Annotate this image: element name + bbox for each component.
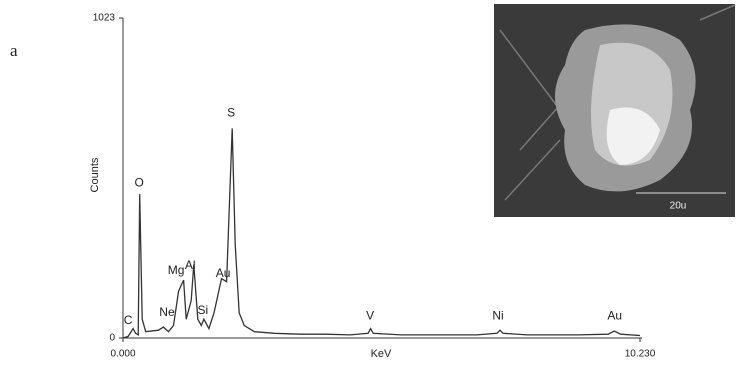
y-axis-label: Counts (89, 157, 101, 192)
y-tick-label: 1023 (93, 13, 116, 24)
peak-label: O (135, 176, 144, 190)
peak-label: Au (607, 308, 622, 322)
peak-label: Au (216, 266, 231, 280)
chart: a Counts KeV 20u 010230.00010.230CONeMgA… (0, 0, 744, 365)
peak-label: C (124, 313, 133, 327)
peak-label: S (227, 106, 235, 120)
peak-label: Ne (159, 305, 175, 319)
peak-label: V (366, 308, 374, 322)
panel-label: a (10, 41, 18, 60)
peak-label: Mg (168, 263, 185, 277)
x-tick-label: 10.230 (625, 349, 656, 360)
peak-label: Si (198, 303, 209, 317)
y-tick-label: 0 (109, 333, 115, 344)
x-axis-label: KeV (371, 348, 392, 360)
peak-label: Al (185, 258, 196, 272)
sem-inset: 20u (494, 4, 735, 217)
x-tick-label: 0.000 (110, 349, 135, 360)
peak-label: Ni (492, 308, 503, 322)
scale-label: 20u (670, 201, 687, 212)
